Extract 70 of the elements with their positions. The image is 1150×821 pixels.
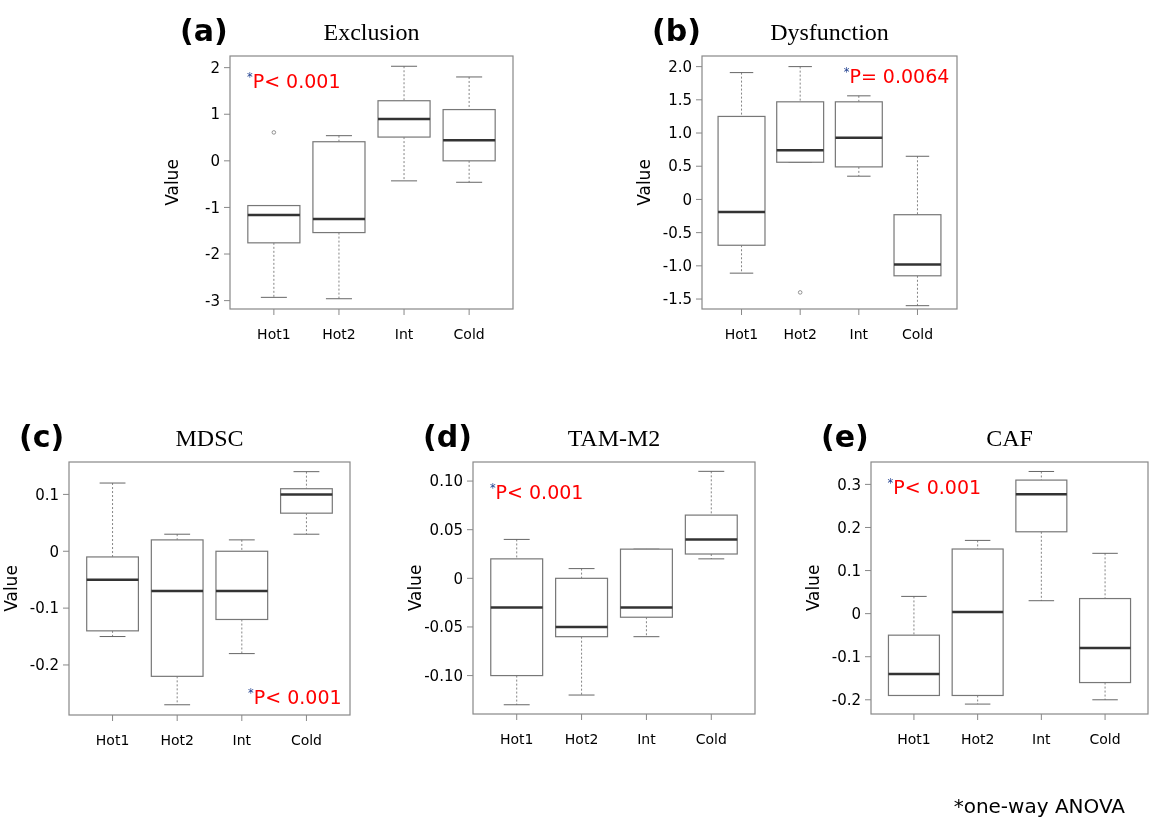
y-tick-label: -0.10 (424, 666, 463, 685)
annotation: $^{*}$P< 0.001 (887, 476, 982, 499)
y-axis-title: Value (162, 159, 182, 206)
y-tick-label: 1 (210, 105, 220, 124)
annotation: $^{*}$P< 0.001 (489, 481, 584, 504)
y-axis-title: Value (405, 564, 425, 612)
x-tick-label: Hot2 (564, 731, 599, 747)
y-tick-label: -1.0 (662, 257, 692, 276)
x-tick-label: Hot2 (160, 732, 194, 748)
x-tick-label: Hot1 (897, 731, 931, 747)
y-tick-label: 0.1 (35, 485, 59, 504)
x-tick-label: Cold (453, 326, 485, 342)
x-tick-label: Int (637, 731, 657, 747)
y-tick-label: 0 (49, 542, 59, 561)
y-tick-label: 0.5 (668, 157, 692, 176)
x-tick-label: Cold (901, 326, 934, 342)
y-tick-label: -0.1 (29, 599, 59, 618)
y-tick-label: -1.5 (662, 290, 692, 309)
y-tick-label: -0.5 (662, 223, 692, 242)
annotation: $^{*}$P= 0.0064 (843, 65, 950, 88)
chart-title: TAM-M2 (567, 425, 661, 451)
x-tick-label: Hot1 (95, 732, 130, 748)
x-tick-label: Int (394, 326, 414, 342)
y-axis-title: Value (634, 159, 654, 206)
chart-title: Exclusion (323, 19, 420, 45)
x-tick-label: Hot2 (960, 731, 995, 747)
text: (c) (19, 419, 65, 454)
y-tick-label: 0.1 (837, 561, 861, 580)
y-tick-label: -0.05 (424, 618, 463, 637)
y-tick-label: -1 (205, 198, 220, 217)
annotation: $^{*}$P< 0.001 (246, 70, 341, 93)
x-tick-label: Cold (1089, 731, 1121, 747)
text: (a) (180, 13, 228, 48)
y-tick-label: -0.1 (831, 647, 861, 666)
x-tick-label: Hot2 (783, 326, 817, 342)
x-tick-label: Int (849, 326, 869, 342)
annotation: $^{*}$P< 0.001 (248, 686, 342, 709)
x-tick-label: Hot1 (499, 731, 534, 747)
y-tick-label: 1.5 (668, 91, 692, 110)
y-axis-title: Value (1, 565, 21, 612)
y-tick-label: 0 (682, 190, 692, 209)
x-tick-label: Hot1 (257, 326, 291, 342)
x-tick-label: Hot1 (724, 326, 759, 342)
y-tick-label: 1.0 (668, 124, 692, 143)
text: (b) (652, 13, 701, 48)
x-tick-label: Cold (695, 731, 727, 747)
y-tick-label: 0.3 (837, 475, 861, 494)
y-tick-label: 0 (210, 152, 220, 171)
y-tick-label: -0.2 (29, 656, 59, 675)
y-tick-label: 0 (453, 569, 463, 588)
chart-title: MDSC (175, 425, 244, 451)
y-tick-label: -3 (205, 291, 220, 310)
y-tick-label: 0 (851, 604, 861, 623)
y-tick-label: 0.05 (429, 520, 463, 539)
text: (d) (423, 419, 472, 454)
x-tick-label: Hot2 (322, 326, 356, 342)
y-tick-label: 0.2 (837, 518, 861, 537)
y-tick-label: -0.2 (831, 691, 861, 710)
chart-title: Dysfunction (770, 19, 889, 45)
x-tick-label: Int (232, 732, 252, 748)
text: *one-way ANOVA (953, 794, 1126, 818)
x-tick-label: Int (1032, 731, 1052, 747)
y-tick-label: 0.10 (429, 472, 463, 491)
y-tick-label: 2 (210, 58, 220, 77)
text: (e) (821, 419, 869, 454)
chart-title: CAF (986, 425, 1033, 451)
y-axis-title: Value (803, 564, 823, 612)
y-tick-label: 2.0 (668, 57, 692, 76)
y-tick-label: -2 (205, 245, 220, 264)
x-tick-label: Cold (290, 732, 323, 748)
